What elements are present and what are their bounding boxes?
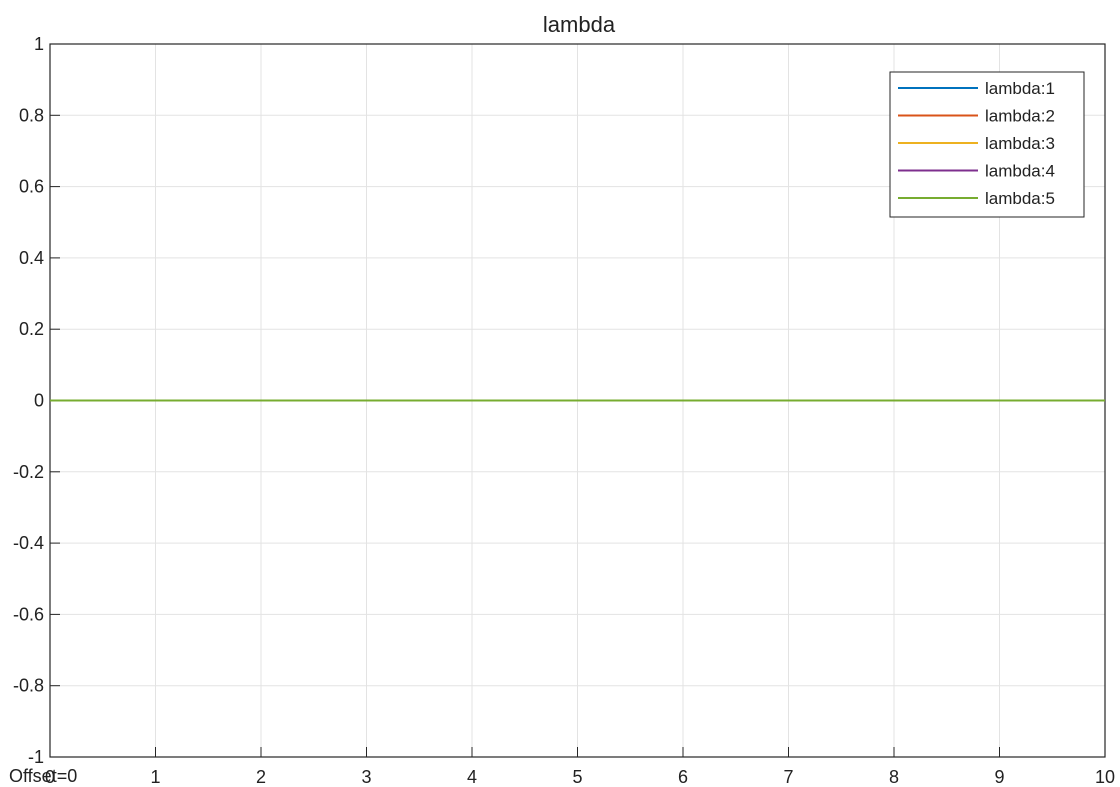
legend-box — [889, 71, 1085, 218]
x-tick-label: 4 — [467, 767, 477, 787]
x-tick-label: 2 — [256, 767, 266, 787]
x-tick-label: 5 — [572, 767, 582, 787]
legend-label-lambda-4: lambda:4 — [985, 162, 1055, 181]
y-tick-label: 0.6 — [19, 177, 44, 197]
y-tick-label: -1 — [28, 747, 44, 767]
y-tick-label: 1 — [34, 34, 44, 54]
legend-label-lambda-3: lambda:3 — [985, 134, 1055, 153]
x-tick-label: 3 — [361, 767, 371, 787]
y-tick-label: -0.8 — [13, 676, 44, 696]
x-tick-label: 10 — [1095, 767, 1115, 787]
y-tick-label: 0.8 — [19, 105, 44, 125]
tick-layer: 0 1 2 3 4 5 6 7 8 9 10 -1 -0.8 -0.6 -0.4 -0.2 0 0.2 0.4 0.6… — [13, 34, 1115, 787]
y-tick-label: 0 — [34, 391, 44, 411]
x-tick-label: 0 — [45, 767, 55, 787]
y-tick-label: 0.4 — [19, 248, 44, 268]
y-tick-label: -0.4 — [13, 533, 44, 553]
legend: lambda:1 lambda:2 lambda:3 lambda:4 lambda:5 — [889, 71, 1085, 218]
legend-label-lambda-5: lambda:5 — [985, 189, 1055, 208]
offset-label: Offset=0 — [9, 766, 77, 786]
x-tick-label: 6 — [678, 767, 688, 787]
y-tick-label: -0.2 — [13, 462, 44, 482]
x-tick-label: 7 — [783, 767, 793, 787]
legend-label-lambda-1: lambda:1 — [985, 79, 1055, 98]
y-tick-label: -0.6 — [13, 604, 44, 624]
chart-title: lambda — [543, 12, 616, 37]
legend-label-lambda-2: lambda:2 — [985, 107, 1055, 126]
x-tick-label: 9 — [994, 767, 1004, 787]
y-tick-label: 0.2 — [19, 319, 44, 339]
x-tick-label: 1 — [150, 767, 160, 787]
x-tick-label: 8 — [889, 767, 899, 787]
